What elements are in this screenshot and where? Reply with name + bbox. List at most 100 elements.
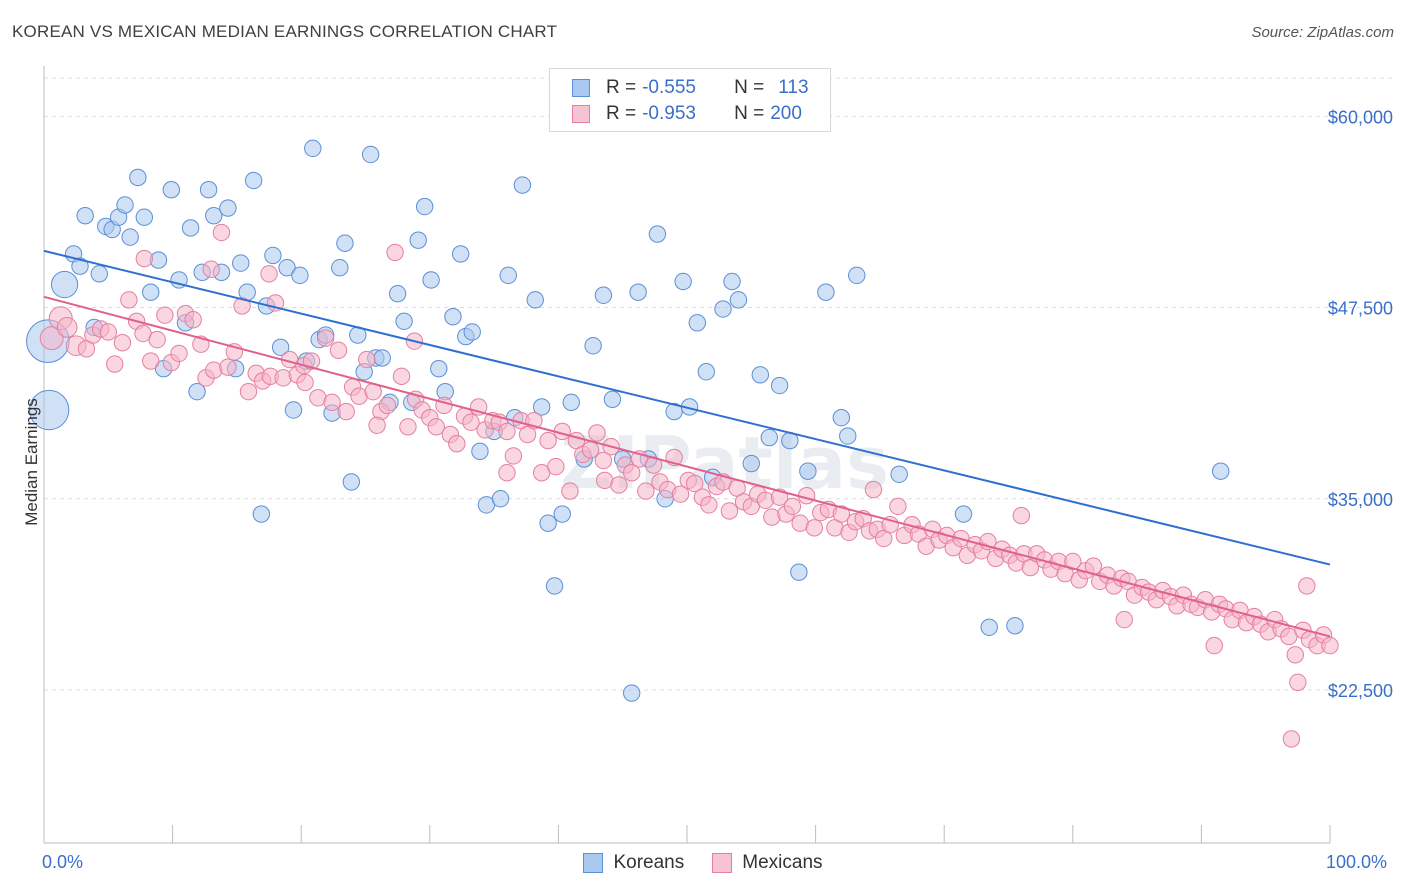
legend-swatch-mexicans bbox=[572, 105, 590, 123]
korean-point bbox=[181, 219, 200, 237]
mexican-point bbox=[106, 355, 124, 373]
bottom-legend: Koreans Mexicans bbox=[0, 852, 1406, 874]
mexican-point bbox=[864, 480, 883, 499]
korean-point bbox=[688, 314, 706, 332]
mexican-point bbox=[805, 519, 824, 537]
korean-point bbox=[162, 180, 181, 199]
korean-point bbox=[513, 176, 532, 194]
mexican-point bbox=[113, 333, 132, 352]
mexican-point bbox=[783, 497, 802, 516]
mexican-point bbox=[323, 393, 341, 412]
legend-r-label: R = bbox=[606, 103, 637, 124]
korean-point bbox=[553, 505, 571, 523]
chart-title: KOREAN VS MEXICAN MEDIAN EARNINGS CORREL… bbox=[12, 22, 558, 41]
korean-point bbox=[232, 254, 250, 272]
korean-point bbox=[545, 577, 564, 595]
mexican-point bbox=[498, 464, 516, 482]
legend-r-value: -0.555 bbox=[642, 77, 696, 98]
bottom-legend-label-koreans: Koreans bbox=[613, 852, 685, 873]
korean-point bbox=[790, 563, 808, 581]
mexican-point bbox=[184, 311, 202, 329]
korean-point bbox=[361, 145, 380, 164]
mexican-point bbox=[233, 297, 251, 315]
y-axis-label: Median Earnings bbox=[22, 398, 41, 526]
mexican-point bbox=[1289, 673, 1307, 692]
mexican-point bbox=[1286, 646, 1304, 664]
mexican-point bbox=[399, 418, 417, 436]
legend-row-mexicans: R = -0.953 N = 200 bbox=[572, 102, 802, 126]
korean-point bbox=[430, 360, 448, 378]
korean-point bbox=[451, 245, 470, 263]
mexican-point bbox=[1115, 610, 1133, 629]
korean-point bbox=[409, 231, 427, 249]
korean-point bbox=[395, 312, 413, 330]
legend-n-label: N = bbox=[734, 77, 765, 98]
y-tick-label: $47,500 bbox=[1328, 299, 1393, 319]
mexican-point bbox=[671, 485, 690, 503]
bottom-legend-koreans[interactable]: Koreans bbox=[583, 852, 684, 874]
korean-point bbox=[50, 270, 79, 299]
legend-n-label: N = bbox=[734, 103, 765, 124]
korean-point bbox=[444, 307, 462, 326]
korean-point bbox=[116, 196, 134, 214]
korean-point bbox=[890, 465, 908, 483]
korean-point bbox=[491, 490, 510, 508]
korean-point bbox=[770, 376, 789, 395]
mexican-point bbox=[219, 358, 237, 376]
mexican-point bbox=[39, 326, 64, 351]
mexican-point bbox=[296, 373, 314, 392]
korean-point bbox=[729, 291, 748, 309]
mexican-point bbox=[700, 496, 718, 514]
legend-row-koreans: R = -0.555 N = 113 bbox=[572, 76, 809, 100]
korean-point bbox=[848, 266, 866, 285]
korean-point bbox=[76, 207, 94, 225]
mexican-point bbox=[142, 352, 160, 370]
mexican-point bbox=[1205, 636, 1223, 655]
korean-point bbox=[839, 427, 857, 445]
korean-point bbox=[271, 338, 290, 356]
mexican-point bbox=[720, 502, 739, 520]
bottom-legend-swatch-mexicans bbox=[712, 853, 733, 873]
korean-point bbox=[121, 228, 139, 246]
korean-point bbox=[751, 366, 770, 384]
korean-point bbox=[714, 300, 732, 318]
korean-point bbox=[760, 428, 779, 447]
x-tick-label-max: 100.0% bbox=[1326, 852, 1388, 872]
mexican-point bbox=[99, 323, 118, 341]
korean-point bbox=[219, 199, 237, 217]
mexican-point bbox=[368, 416, 386, 435]
korean-point bbox=[623, 684, 641, 702]
mexican-point bbox=[358, 350, 376, 369]
korean-point bbox=[980, 618, 998, 636]
mexican-point bbox=[547, 457, 565, 476]
mexican-point bbox=[378, 396, 397, 415]
korean-point bbox=[832, 408, 851, 427]
korean-point bbox=[278, 259, 296, 277]
bottom-legend-mexicans[interactable]: Mexicans bbox=[712, 852, 823, 874]
y-tick-label: $35,000 bbox=[1328, 490, 1393, 510]
legend-n-value: 113 bbox=[778, 77, 809, 98]
y-tick-label: $60,000 bbox=[1328, 107, 1393, 127]
mexican-point bbox=[832, 505, 851, 523]
korean-point bbox=[799, 462, 817, 480]
mexican-point bbox=[329, 341, 348, 360]
korean-point bbox=[584, 337, 602, 355]
korean-point bbox=[28, 389, 70, 431]
korean-point bbox=[71, 257, 89, 275]
mexican-point bbox=[504, 447, 523, 465]
mexican-point bbox=[386, 243, 404, 262]
mexican-point bbox=[337, 402, 355, 421]
legend-n-value: 200 bbox=[770, 103, 802, 124]
x-tick-label-min: 0.0% bbox=[42, 852, 84, 872]
korean-point bbox=[388, 285, 407, 303]
korean-point bbox=[304, 139, 322, 158]
korean-point bbox=[629, 283, 647, 301]
source-label: Source: ZipAtlas.com bbox=[1251, 24, 1394, 41]
korean-point bbox=[954, 505, 973, 523]
korean-point bbox=[135, 208, 154, 226]
mexican-point bbox=[1012, 506, 1031, 525]
korean-point bbox=[742, 454, 760, 473]
mexican-point bbox=[239, 382, 258, 401]
korean-point bbox=[723, 272, 741, 291]
korean-point bbox=[603, 390, 622, 408]
